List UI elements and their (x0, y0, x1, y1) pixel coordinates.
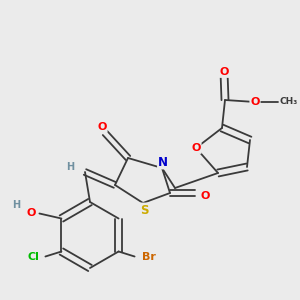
Text: Br: Br (142, 251, 155, 262)
Text: O: O (219, 67, 229, 77)
Text: O: O (27, 208, 36, 218)
Text: O: O (191, 143, 201, 153)
Text: S: S (140, 203, 148, 217)
Text: Cl: Cl (28, 251, 39, 262)
Text: N: N (158, 155, 168, 169)
Text: O: O (200, 191, 210, 201)
Text: O: O (97, 122, 107, 132)
Text: O: O (250, 97, 260, 107)
Text: H: H (12, 200, 20, 211)
Text: H: H (66, 162, 74, 172)
Text: CH₃: CH₃ (280, 98, 298, 106)
